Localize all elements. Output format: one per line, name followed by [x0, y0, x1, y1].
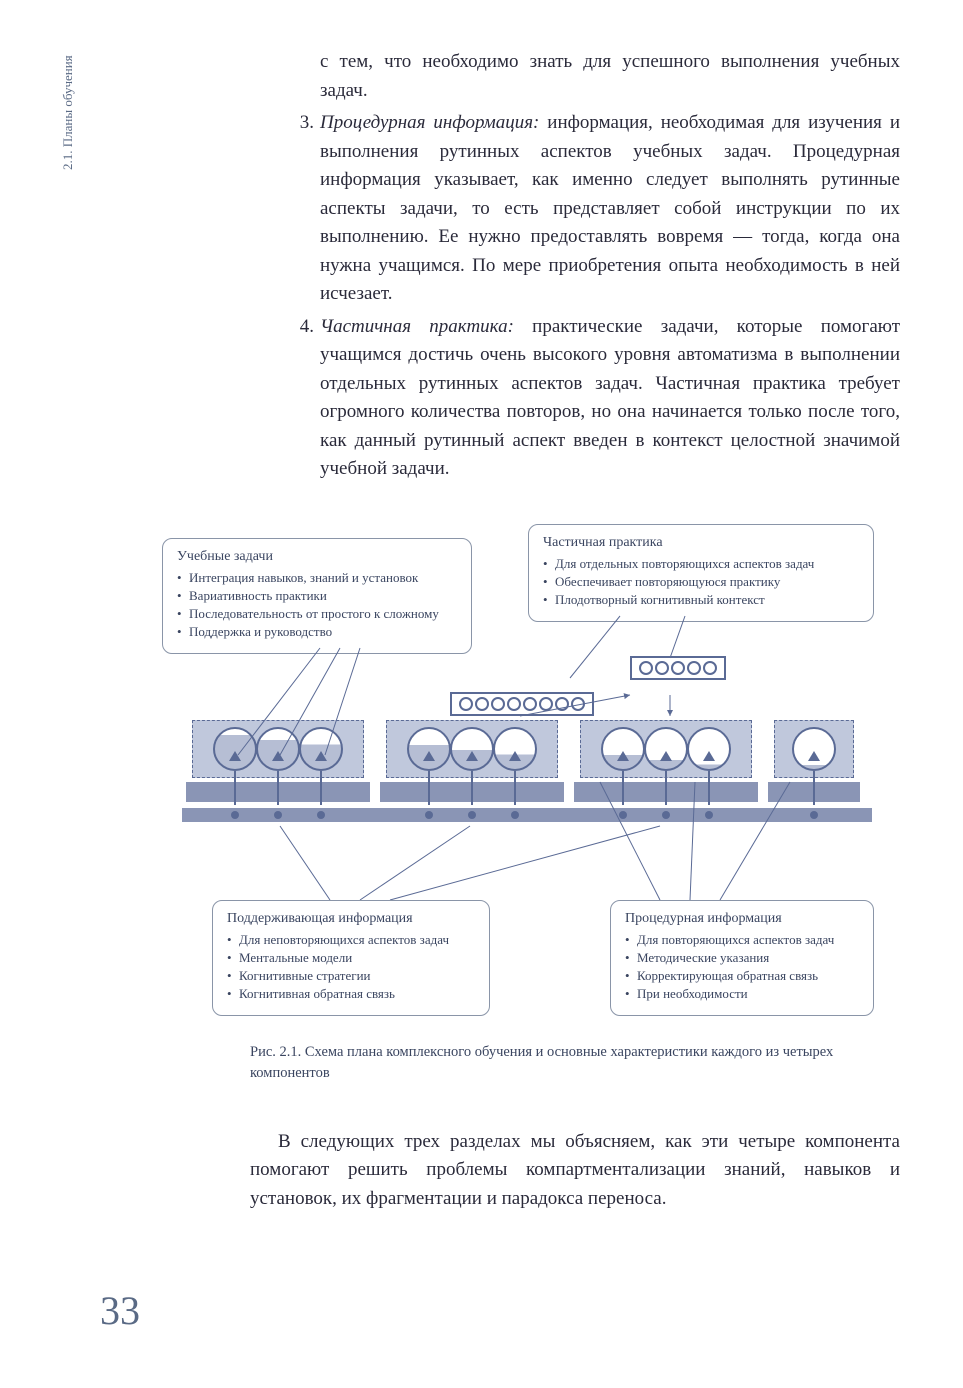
item-text: практические задачи, которые помогают уч…	[320, 316, 900, 480]
callout-bullet: При необходимости	[625, 985, 859, 1003]
callout-supportive-info: Поддерживающая информация Для неповторяю…	[212, 900, 490, 1017]
numbered-list: 3. Процедурная информация: информация, н…	[320, 109, 900, 484]
callout-bullet: Корректирующая обратная связь	[625, 967, 859, 985]
callout-list: Для повторяющихся аспектов задач Методич…	[625, 931, 859, 1004]
figure-2-1: Учебные задачи Интеграция навыков, знани…	[100, 520, 900, 1030]
callout-procedural-info: Процедурная информация Для повторяющихся…	[610, 900, 874, 1017]
callout-bullet: Для повторяющихся аспектов задач	[625, 931, 859, 949]
page-number: 33	[100, 1287, 140, 1334]
callout-bullet: Когнитивные стратегии	[227, 967, 475, 985]
callout-bullet: Когнитивная обратная связь	[227, 985, 475, 1003]
page-content: с тем, что необходимо знать для успешног…	[100, 48, 900, 1213]
list-item-4: 4. Частичная практика: практические зада…	[320, 313, 900, 484]
callout-list: Для неповторяющихся аспектов задач Мента…	[227, 931, 475, 1004]
callout-title: Процедурная информация	[625, 911, 859, 927]
paragraph-after: В следующих трех разделах мы объясняем, …	[250, 1128, 900, 1214]
callout-title: Поддерживающая информация	[227, 911, 475, 927]
callout-bullet: Методические указания	[625, 949, 859, 967]
item-text: информация, необходимая для изучения и в…	[320, 112, 900, 304]
list-number: 4.	[286, 313, 314, 342]
figure-caption: Рис. 2.1. Схема плана комплексного обуче…	[250, 1042, 890, 1084]
intro-continuation: с тем, что необходимо знать для успешног…	[320, 48, 900, 105]
list-item-3: 3. Процедурная информация: информация, н…	[320, 109, 900, 309]
margin-section-label: 2.1. Планы обучения	[60, 55, 76, 170]
item-label: Частичная практика:	[320, 316, 514, 337]
callout-bullet: Для неповторяющихся аспектов задач	[227, 931, 475, 949]
callout-bullet: Ментальные модели	[227, 949, 475, 967]
list-number: 3.	[286, 109, 314, 138]
item-label: Процедурная информация:	[320, 112, 539, 133]
